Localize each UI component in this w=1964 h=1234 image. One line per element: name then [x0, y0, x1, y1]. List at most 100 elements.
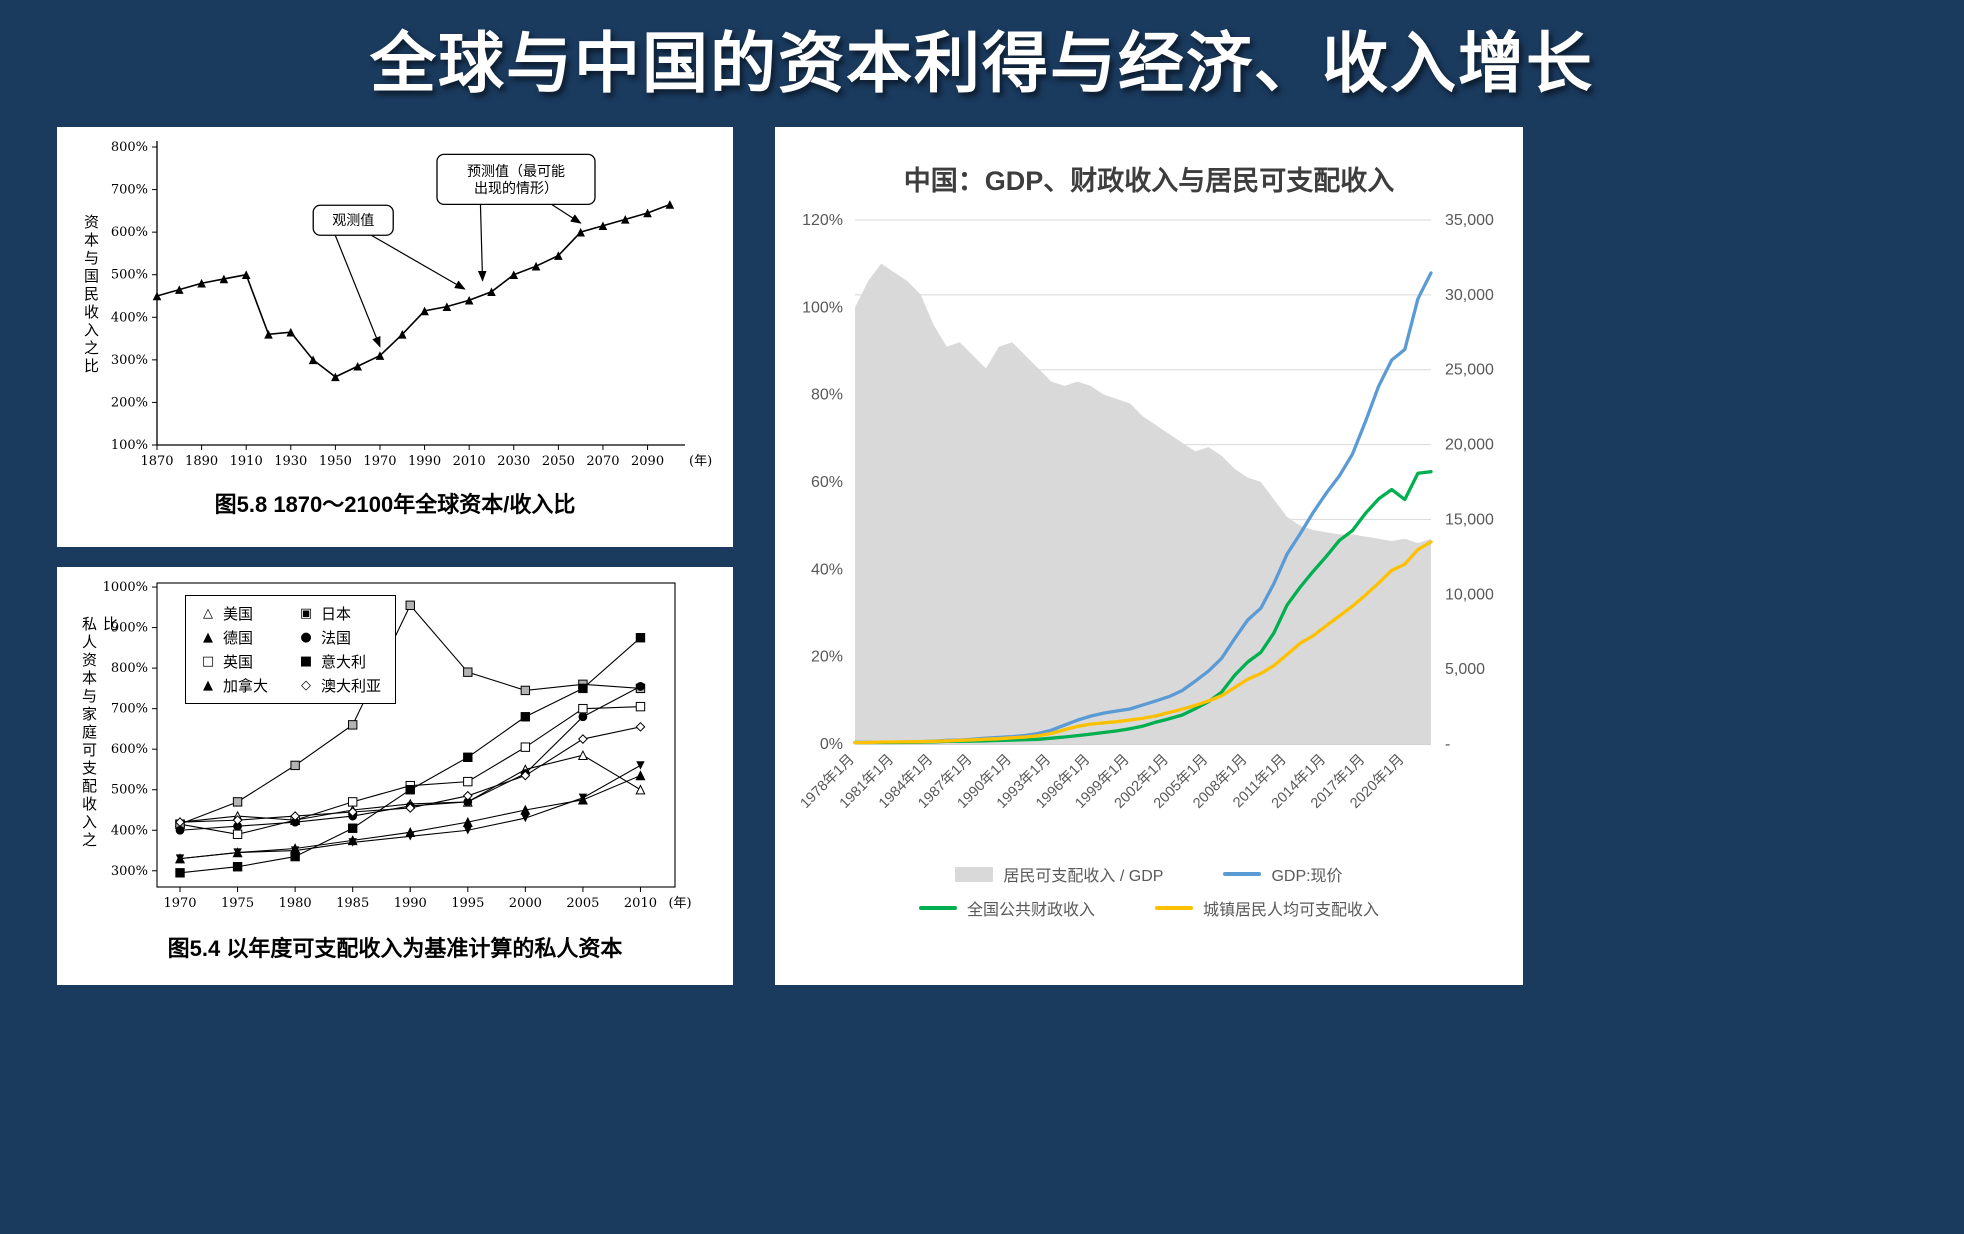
svg-text:2000: 2000 — [509, 896, 542, 911]
svg-text:-: - — [1445, 736, 1450, 753]
legend-marker-icon: △ — [203, 606, 213, 621]
legend-swatch-icon — [1223, 872, 1262, 876]
svg-text:600%: 600% — [111, 225, 148, 240]
svg-text:80%: 80% — [811, 387, 843, 404]
svg-text:1985: 1985 — [336, 896, 369, 911]
legend-label: 英国 — [223, 653, 254, 671]
svg-text:60%: 60% — [811, 474, 843, 491]
fig2-y-axis-label: 私人资本与家庭可支配收入之比 — [80, 616, 119, 850]
svg-text:1990: 1990 — [408, 454, 441, 469]
svg-text:1950: 1950 — [319, 454, 352, 469]
legend-item-1: GDP:现价 — [1223, 862, 1343, 886]
legend-item-0: △ 美国 — [200, 603, 268, 624]
china-gdp-income-chart: 0% 20% 40% 60% 80% 100% 120% - 5,000 10,000 15,000… — [797, 212, 1494, 812]
svg-text:600%: 600% — [111, 742, 148, 757]
global-capital-income-ratio-chart: 100% 200% 300% 400% 500% 600% 700% 800% 1870 1890… — [111, 140, 712, 469]
legend-item-2: 全国公共财政收入 — [918, 896, 1095, 920]
fig2-series-2 — [175, 701, 646, 840]
figure-5-4-caption: 图5.4 以年度可支配收入为基准计算的私人资本 — [167, 936, 623, 961]
legend-label: 城镇居民人均可支配收入 — [1203, 902, 1380, 919]
legend-label: 日本 — [321, 605, 352, 623]
fig2-series-6 — [175, 633, 646, 878]
legend-label: 法国 — [321, 629, 352, 647]
svg-text:20%: 20% — [811, 649, 843, 666]
legend-label: GDP:现价 — [1271, 868, 1343, 885]
svg-text:2090: 2090 — [631, 454, 664, 469]
svg-text:1975: 1975 — [221, 896, 254, 911]
legend-label: 美国 — [223, 605, 254, 623]
legend-label: 澳大利亚 — [321, 677, 382, 695]
legend-swatch-icon — [1155, 906, 1193, 910]
svg-text:2050: 2050 — [542, 454, 575, 469]
legend-marker-icon: ▲ — [203, 630, 213, 645]
legend-marker-icon: ▲ — [203, 678, 213, 693]
legend-row-0: 居民可支配收入 / GDP GDP:现价 — [955, 862, 1343, 886]
svg-text:1000%: 1000% — [103, 580, 148, 595]
fig1-series — [152, 200, 675, 382]
svg-text:1980: 1980 — [279, 896, 312, 911]
fig2-series-3 — [175, 761, 645, 863]
legend-marker-icon: ▣ — [299, 606, 313, 621]
svg-text:300%: 300% — [111, 353, 148, 368]
legend-label: 意大利 — [321, 653, 367, 671]
legend-swatch-icon — [918, 906, 957, 910]
legend-item-4: ▣ 日本 — [298, 603, 381, 624]
svg-text:500%: 500% — [111, 783, 148, 798]
legend-marker-icon: ◇ — [301, 678, 312, 693]
china-chart-title: 中国：GDP、财政收入与居民可支配收入 — [903, 166, 1395, 196]
legend-item-2: □ 英国 — [200, 651, 268, 672]
svg-text:500%: 500% — [111, 268, 148, 283]
svg-text:35,000: 35,000 — [1445, 212, 1494, 229]
svg-text:1970: 1970 — [163, 896, 196, 911]
svg-text:5,000: 5,000 — [1445, 661, 1485, 678]
svg-text:100%: 100% — [802, 299, 843, 316]
china-series — [853, 263, 1433, 745]
svg-text:20,000: 20,000 — [1445, 437, 1494, 454]
svg-text:1995: 1995 — [451, 896, 484, 911]
legend-label: 全国公共财政收入 — [966, 902, 1095, 919]
legend-swatch-icon — [955, 866, 994, 882]
svg-text:1990: 1990 — [394, 896, 427, 911]
fig1-axes: 100% 200% 300% 400% 500% 600% 700% 800% 1870 1890… — [111, 140, 712, 469]
svg-text:1910: 1910 — [230, 454, 263, 469]
fig2-axes: 300% 400% 500% 600% 700% 800% 900% 1000% 1970 197… — [103, 580, 692, 911]
svg-text:900%: 900% — [111, 621, 148, 636]
svg-text:(年): (年) — [668, 896, 691, 911]
china-chart-panel: 中国：GDP、财政收入与居民可支配收入 0% 20% 40% 60% 80% 100% 12… — [775, 127, 1523, 985]
legend-label: 德国 — [223, 629, 254, 647]
svg-text:2005: 2005 — [566, 896, 599, 911]
fig2-series-7 — [175, 721, 646, 828]
svg-text:1870: 1870 — [140, 454, 173, 469]
svg-text:2070: 2070 — [586, 454, 619, 469]
svg-text:25,000: 25,000 — [1445, 362, 1494, 379]
fig1-y-axis-label: 资本与国民收入之比 — [82, 214, 100, 376]
svg-text:400%: 400% — [111, 310, 148, 325]
private-capital-by-country-chart: 300% 400% 500% 600% 700% 800% 900% 1000% 1970 197… — [103, 580, 692, 911]
svg-text:1970: 1970 — [363, 454, 396, 469]
svg-text:预测值（最可能: 预测值（最可能 — [467, 164, 565, 180]
svg-text:1930: 1930 — [274, 454, 307, 469]
legend-item-7: ◇ 澳大利亚 — [298, 675, 381, 696]
svg-text:2010: 2010 — [453, 454, 486, 469]
line-3 — [853, 540, 1433, 745]
figure-5-8-panel: 100% 200% 300% 400% 500% 600% 700% 800% 1870 1890… — [57, 127, 733, 547]
legend-item-3: 城镇居民人均可支配收入 — [1155, 896, 1379, 920]
china-chart-legend: 居民可支配收入 / GDP GDP:现价全国公共财政收入 城镇居民人均可支配收入 — [775, 862, 1523, 920]
svg-text:400%: 400% — [111, 823, 148, 838]
svg-text:800%: 800% — [111, 661, 148, 676]
svg-text:0%: 0% — [820, 736, 843, 753]
svg-text:30,000: 30,000 — [1445, 287, 1494, 304]
legend-item-5: ● 法国 — [298, 627, 381, 648]
svg-text:2030: 2030 — [497, 454, 530, 469]
legend-item-6: ■ 意大利 — [298, 651, 381, 672]
legend-item-3: ▲ 加拿大 — [200, 675, 268, 696]
slide-title: 全球与中国的资本利得与经济、收入增长 — [370, 24, 1594, 102]
country-legend: △ 美国 ▲ 德国 □ 英国 ▲ 加拿大 ▣ 日本 ● 法国 ■ 意大利 ◇ 澳大利亚 — [185, 595, 397, 704]
legend-item-0: 居民可支配收入 / GDP — [955, 862, 1163, 886]
legend-marker-icon: ● — [300, 630, 312, 645]
figure-5-4-panel: 300% 400% 500% 600% 700% 800% 900% 1000% 1970 197… — [57, 567, 733, 985]
svg-text:2010: 2010 — [624, 896, 657, 911]
svg-text:700%: 700% — [111, 702, 148, 717]
svg-text:120%: 120% — [802, 212, 843, 229]
